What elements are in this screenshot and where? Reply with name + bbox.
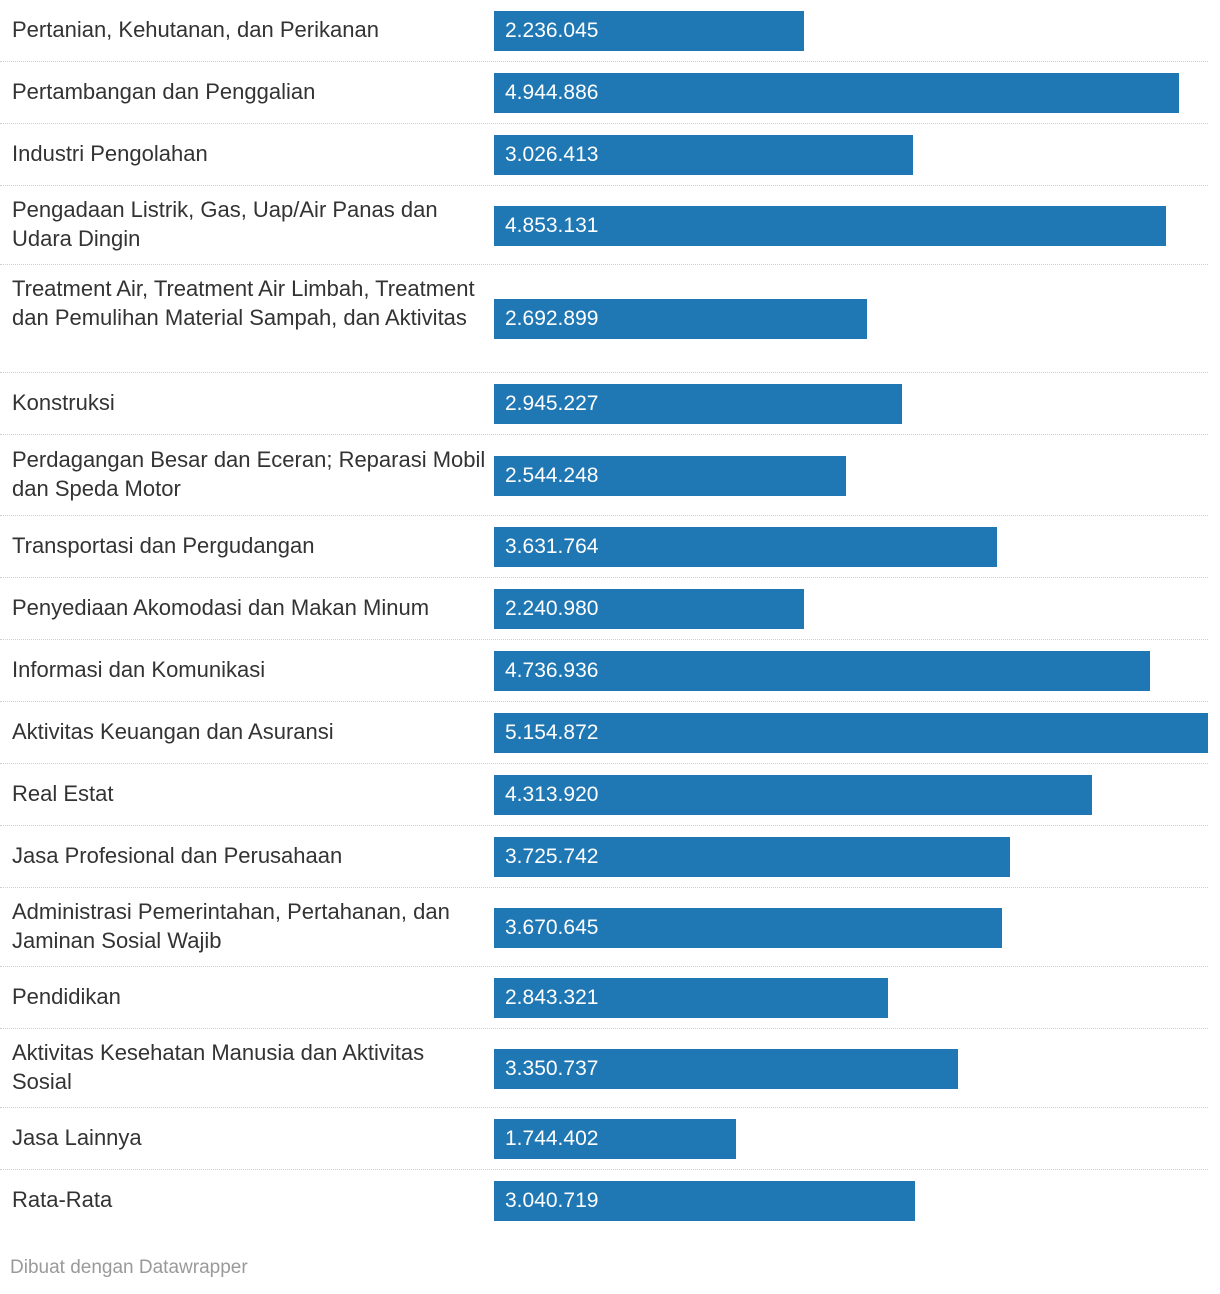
value-label: 4.853.131 <box>505 213 599 237</box>
bar[interactable] <box>494 299 867 339</box>
value-label: 1.744.402 <box>505 1127 599 1150</box>
chart-row: Treatment Air, Treatment Air Limbah, Tre… <box>0 265 1208 373</box>
value-label: 3.350.737 <box>505 1056 599 1080</box>
bar[interactable] <box>494 837 1010 877</box>
category-label: Administrasi Pemerintahan, Pertahanan, d… <box>12 898 450 953</box>
category-label: Transportasi dan Pergudangan <box>12 532 315 558</box>
bar[interactable] <box>494 384 902 424</box>
bar[interactable] <box>494 135 913 175</box>
category-label: Penyediaan Akomodasi dan Makan Minum <box>12 594 430 620</box>
bar[interactable] <box>494 651 1150 691</box>
category-label: Pendidikan <box>12 983 121 1009</box>
bar[interactable] <box>494 907 1002 948</box>
value-label: 4.736.936 <box>505 659 599 682</box>
bar[interactable] <box>494 589 804 629</box>
footer-credit[interactable]: Dibuat dengan Datawrapper <box>10 1257 248 1278</box>
category-label: Jasa Profesional dan Perusahaan <box>12 842 343 868</box>
chart-row: Industri Pengolahan 3.026.413 <box>0 124 1208 186</box>
chart-row: Administrasi Pemerintahan, Pertahanan, d… <box>0 888 1208 967</box>
category-label: Industri Pengolahan <box>12 140 208 166</box>
bar[interactable] <box>494 455 846 496</box>
category-label: Pengadaan Listrik, Gas, Uap/Air Panas da… <box>12 196 438 251</box>
chart-row: Penyediaan Akomodasi dan Makan Minum 2.24… <box>0 578 1208 640</box>
value-label: 2.692.899 <box>505 307 599 330</box>
chart-row: Pendidikan 2.843.321 <box>0 967 1208 1029</box>
chart-row: Perdagangan Besar dan Eceran; Reparasi M… <box>0 435 1208 516</box>
chart-row: Jasa Lainnya 1.744.402 <box>0 1108 1208 1170</box>
chart-row: Informasi dan Komunikasi 4.736.936 <box>0 640 1208 702</box>
chart-row: Aktivitas Kesehatan Manusia dan Aktivita… <box>0 1029 1208 1108</box>
category-label: Treatment Air, Treatment Air Limbah, Tre… <box>12 275 475 330</box>
bar[interactable] <box>494 1048 958 1089</box>
category-label: Perdagangan Besar dan Eceran; Reparasi M… <box>12 446 486 501</box>
value-label: 2.544.248 <box>505 463 599 487</box>
chart-row: Transportasi dan Pergudangan 3.631.764 <box>0 516 1208 578</box>
category-label: Informasi dan Komunikasi <box>12 656 266 682</box>
value-label: 3.725.742 <box>505 845 599 868</box>
category-label: Pertambangan dan Penggalian <box>12 78 316 104</box>
value-label: 2.945.227 <box>505 392 599 415</box>
value-label: 3.670.645 <box>505 915 599 939</box>
chart-row: Aktivitas Keuangan dan Asuransi 5.154.872 <box>0 702 1208 764</box>
category-label: Real Estat <box>12 780 114 806</box>
bar[interactable] <box>494 205 1166 246</box>
bar[interactable] <box>494 775 1092 815</box>
chart-row: Rata-Rata 3.040.719 <box>0 1170 1208 1232</box>
bar[interactable] <box>494 527 997 567</box>
chart-row: Konstruksi 2.945.227 <box>0 373 1208 435</box>
value-label: 2.236.045 <box>505 19 599 42</box>
value-label: 3.026.413 <box>505 143 599 166</box>
chart-row: Jasa Profesional dan Perusahaan 3.725.742 <box>0 826 1208 888</box>
value-label: 5.154.872 <box>505 721 599 744</box>
category-label: Rata-Rata <box>12 1186 113 1212</box>
category-label: Aktivitas Keuangan dan Asuransi <box>12 718 334 744</box>
category-label: Konstruksi <box>12 389 115 415</box>
value-label: 4.944.886 <box>505 81 599 104</box>
value-label: 2.240.980 <box>505 597 599 620</box>
chart-row: Real Estat 4.313.920 <box>0 764 1208 826</box>
chart-row: Pertanian, Kehutanan, dan Perikanan 2.236… <box>0 0 1208 62</box>
bar[interactable] <box>494 713 1208 753</box>
category-label: Jasa Lainnya <box>12 1124 142 1150</box>
bar[interactable] <box>494 1119 736 1159</box>
bar[interactable] <box>494 978 888 1018</box>
value-label: 4.313.920 <box>505 783 599 806</box>
bar[interactable] <box>494 1181 915 1221</box>
bar[interactable] <box>494 11 804 51</box>
category-label: Aktivitas Kesehatan Manusia dan Aktivita… <box>12 1039 425 1094</box>
category-label: Pertanian, Kehutanan, dan Perikanan <box>12 16 379 42</box>
value-label: 2.843.321 <box>505 986 599 1009</box>
chart-row: Pengadaan Listrik, Gas, Uap/Air Panas da… <box>0 186 1208 265</box>
value-label: 3.631.764 <box>505 535 599 558</box>
chart-row: Pertambangan dan Penggalian 4.944.886 <box>0 62 1208 124</box>
bar[interactable] <box>494 73 1179 113</box>
value-label: 3.040.719 <box>505 1189 599 1212</box>
